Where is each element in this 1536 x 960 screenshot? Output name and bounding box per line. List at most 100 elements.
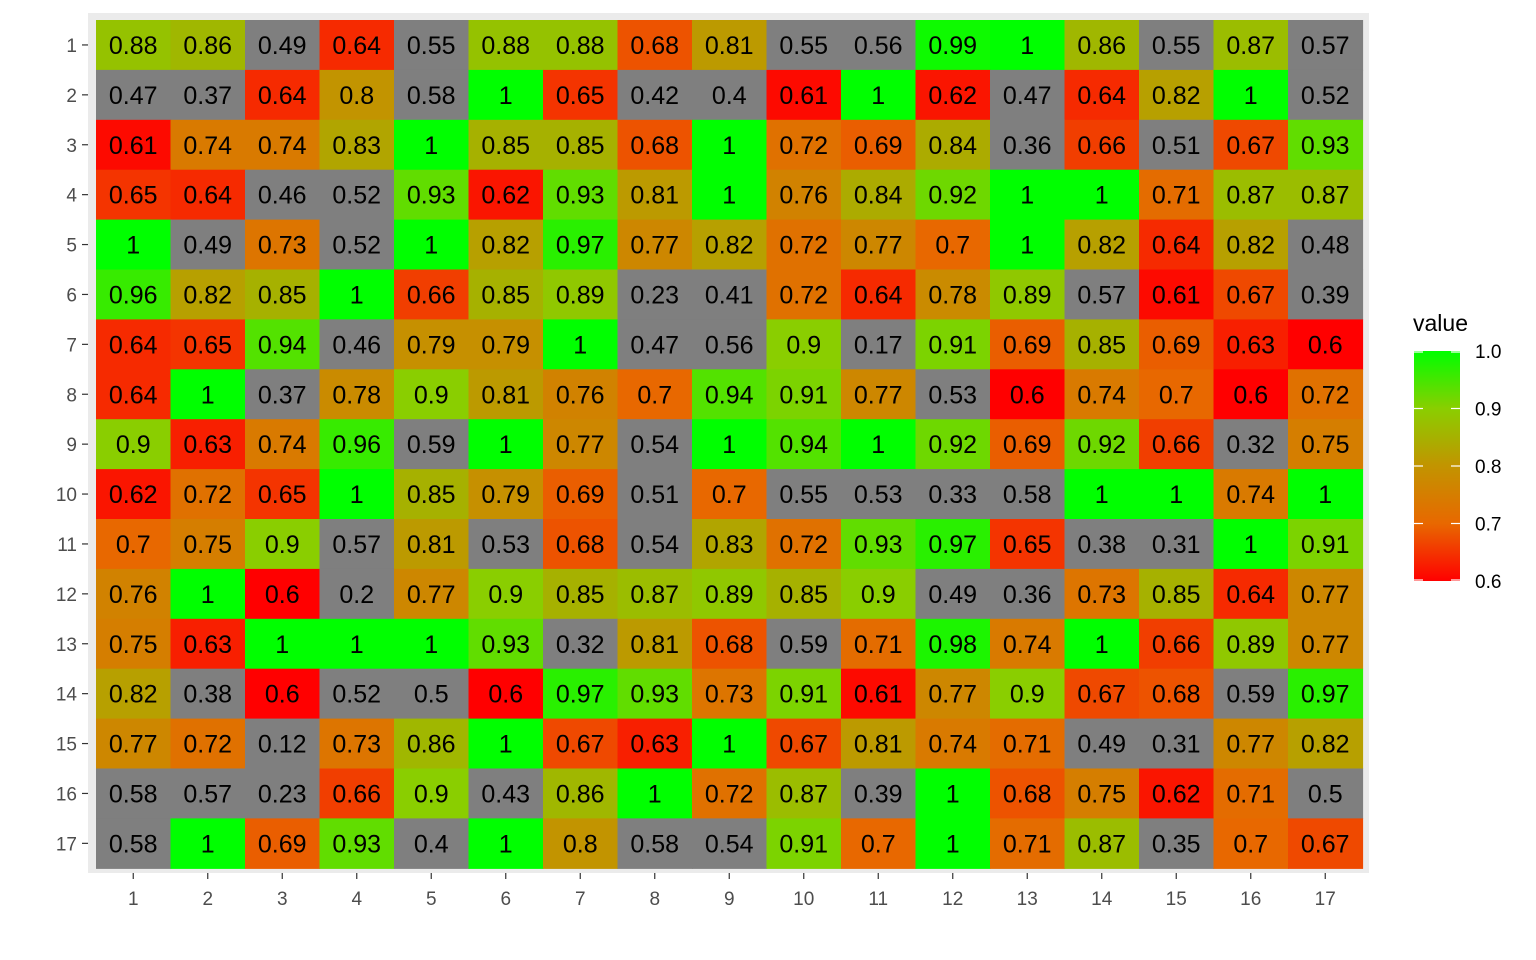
- heatmap-cell: [394, 169, 470, 221]
- heatmap-cell: [617, 718, 693, 770]
- heatmap-cell: [1288, 119, 1364, 171]
- cell-value-label: 0.9: [1010, 681, 1045, 709]
- cell-value-label: 0.66: [1077, 132, 1126, 160]
- cell-value-label: 0.69: [556, 481, 605, 509]
- heatmap-cell: [468, 718, 544, 770]
- cell-value-label: 0.89: [705, 581, 754, 609]
- heatmap-cell: [1139, 219, 1215, 271]
- heatmap-cell: [841, 369, 917, 420]
- heatmap-cell: [170, 768, 246, 819]
- cell-value-label: 0.81: [630, 631, 679, 659]
- heatmap-cell: [692, 718, 768, 770]
- cell-value-label: 0.77: [1226, 731, 1275, 759]
- cell-value-label: 0.87: [779, 780, 828, 808]
- legend-tick-label: 0.8: [1475, 457, 1501, 478]
- cell-value-label: 1: [424, 132, 438, 160]
- legend-tick-label: 0.6: [1475, 572, 1501, 593]
- heatmap-cell: [990, 169, 1066, 221]
- heatmap-cell: [245, 568, 321, 620]
- cell-value-label: 0.85: [481, 281, 530, 309]
- heatmap-cell: [1139, 718, 1215, 770]
- cell-value-label: 0.84: [854, 182, 903, 210]
- cell-value-label: 0.68: [1152, 681, 1201, 709]
- cell-value-label: 0.7: [1233, 830, 1268, 858]
- heatmap-cell: [543, 568, 619, 620]
- y-tick-label: 2: [66, 86, 77, 107]
- heatmap-cell: [245, 718, 321, 770]
- cell-value-label: 0.67: [556, 731, 605, 759]
- heatmap-cell: [1064, 20, 1140, 71]
- heatmap-cell: [468, 519, 544, 570]
- heatmap-cell: [617, 369, 693, 420]
- cell-value-label: 1: [1169, 481, 1183, 509]
- heatmap-cell: [766, 169, 842, 221]
- cell-value-label: 0.5: [414, 681, 449, 709]
- heatmap-cell: [468, 369, 544, 420]
- cell-value-label: 0.52: [332, 182, 381, 210]
- cell-value-label: 0.6: [1010, 381, 1045, 409]
- heatmap-cell: [96, 369, 172, 420]
- cell-value-label: 0.55: [779, 481, 828, 509]
- heatmap-cell: [543, 169, 619, 221]
- cell-value-label: 0.64: [1077, 82, 1126, 110]
- heatmap-cell: [915, 319, 991, 370]
- heatmap-cell: [1213, 718, 1289, 770]
- cell-value-label: 0.97: [928, 531, 977, 559]
- heatmap-cell: [170, 369, 246, 420]
- heatmap-cell: [841, 219, 917, 271]
- cell-value-label: 0.69: [854, 132, 903, 160]
- heatmap-cell: [766, 618, 842, 670]
- y-tick-label: 17: [56, 834, 77, 855]
- cell-value-label: 0.81: [481, 381, 530, 409]
- x-tick-label: 13: [1017, 889, 1038, 910]
- heatmap-cell: [543, 369, 619, 420]
- x-tick-label: 8: [649, 889, 660, 910]
- cell-value-label: 0.32: [556, 631, 605, 659]
- heatmap-cell: [915, 818, 991, 869]
- heatmap-cell: [319, 20, 395, 71]
- cell-value-label: 0.55: [779, 32, 828, 60]
- cell-value-label: 1: [722, 731, 736, 759]
- heatmap-cell: [915, 119, 991, 171]
- cell-value-label: 1: [1244, 82, 1258, 110]
- heatmap-cell: [468, 69, 544, 121]
- cell-value-label: 0.35: [1152, 830, 1201, 858]
- heatmap-cell: [692, 668, 768, 720]
- cell-value-label: 0.7: [1159, 381, 1194, 409]
- cell-value-label: 0.71: [1003, 731, 1052, 759]
- cell-value-label: 0.66: [1152, 631, 1201, 659]
- cell-value-label: 0.82: [481, 232, 530, 260]
- heatmap-cell: [245, 419, 321, 470]
- heatmap-cell: [841, 618, 917, 670]
- cell-value-label: 0.6: [265, 681, 300, 709]
- heatmap-cell: [990, 20, 1066, 71]
- cell-value-label: 0.75: [109, 631, 158, 659]
- cell-value-label: 1: [499, 431, 513, 459]
- cell-value-label: 0.5: [1308, 780, 1343, 808]
- x-tick-label: 14: [1091, 889, 1113, 910]
- cell-value-label: 0.81: [854, 731, 903, 759]
- heatmap-cell: [1213, 519, 1289, 570]
- heatmap-cell: [841, 69, 917, 121]
- heatmap-cell: [1139, 419, 1215, 470]
- heatmap-cell: [990, 718, 1066, 770]
- heatmap-cell: [543, 818, 619, 869]
- heatmap-cell: [841, 269, 917, 320]
- cell-value-label: 1: [648, 780, 662, 808]
- heatmap-cell: [1213, 768, 1289, 819]
- cell-value-label: 0.88: [556, 32, 605, 60]
- cell-value-label: 0.82: [1077, 232, 1126, 260]
- heatmap-cell: [319, 69, 395, 121]
- cell-value-label: 0.52: [1301, 82, 1350, 110]
- cell-value-label: 0.87: [1077, 830, 1126, 858]
- cell-value-label: 0.77: [854, 381, 903, 409]
- heatmap-cell: [319, 369, 395, 420]
- cell-value-label: 0.8: [563, 830, 598, 858]
- cell-value-label: 0.46: [258, 182, 307, 210]
- heatmap-cell: [170, 119, 246, 171]
- heatmap-cell: [1064, 618, 1140, 670]
- heatmap-cell: [1139, 319, 1215, 370]
- heatmap-cell: [1288, 718, 1364, 770]
- heatmap-cell: [841, 768, 917, 819]
